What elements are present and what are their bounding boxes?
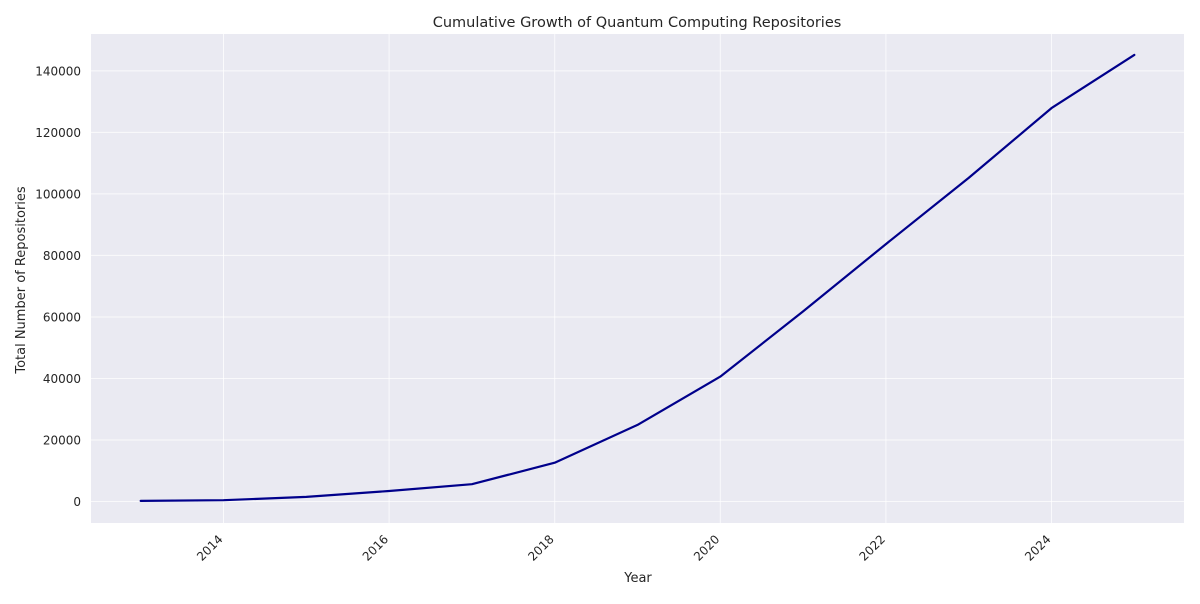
- y-tick-label: 0: [73, 495, 81, 509]
- y-tick-label: 40000: [43, 372, 81, 386]
- series-line: [139, 53, 1136, 502]
- y-axis-label: Total Number of Repositories: [14, 186, 29, 375]
- y-tick-label: 120000: [35, 126, 81, 140]
- x-axis-label: Year: [623, 571, 652, 586]
- grid: [91, 34, 1184, 523]
- x-tick-label: 2018: [525, 532, 556, 563]
- y-tick-label: 140000: [35, 64, 81, 78]
- y-tick-label: 80000: [43, 249, 81, 263]
- x-tick-label: 2024: [1022, 532, 1053, 563]
- chart-title: Cumulative Growth of Quantum Computing R…: [433, 15, 842, 31]
- plot-area: [91, 34, 1184, 523]
- x-tick-label: 2014: [194, 532, 225, 563]
- x-tick-label: 2016: [360, 532, 391, 563]
- y-tick-label: 60000: [43, 310, 81, 324]
- y-tick-label: 100000: [35, 187, 81, 201]
- x-tick-label: 2020: [691, 532, 722, 563]
- series-layer: [139, 53, 1136, 502]
- x-tick-label: 2022: [857, 532, 888, 563]
- y-tick-label: 20000: [43, 433, 81, 447]
